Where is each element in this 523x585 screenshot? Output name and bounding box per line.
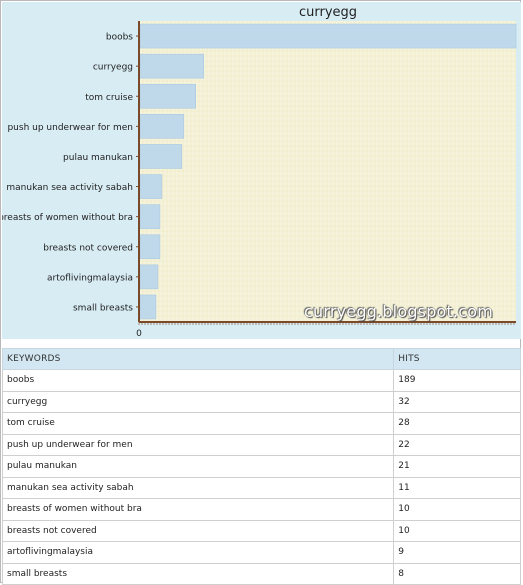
bar: [139, 144, 183, 169]
hits-cell: 22: [393, 433, 521, 456]
hits-cell: 11: [393, 476, 521, 499]
hits-cell: 189: [393, 369, 521, 392]
table-header-row: KEYWORDS HITS: [1, 348, 521, 370]
category-label: manukan sea activity sabah: [6, 183, 133, 193]
hits-cell: 21: [393, 455, 521, 478]
hits-cell: 28: [393, 412, 521, 435]
table-row: pulau manukan 21: [1, 455, 521, 478]
category-label: curryegg: [93, 63, 133, 73]
table-row: small breasts 8: [1, 562, 521, 585]
keyword-cell: breasts not covered: [1, 519, 395, 542]
hits-cell: 10: [393, 519, 521, 542]
keyword-cell: small breasts: [1, 562, 395, 585]
table-row: push up underwear for men 22: [1, 433, 521, 456]
hits-cell: 32: [393, 390, 521, 413]
chart-panel: curryegg boobs curryegg tom cruise push up …: [2, 2, 521, 339]
keyword-cell: breasts of women without bra: [1, 498, 395, 521]
keywords-table: KEYWORDS HITS boobs 189 curryegg 32 tom cr…: [1, 348, 521, 585]
bar: [139, 204, 161, 229]
category-label: tom cruise: [85, 93, 133, 103]
keyword-cell: curryegg: [1, 390, 395, 413]
table-row: artoflivingmalaysia 9: [1, 541, 521, 564]
keyword-cell: tom cruise: [1, 412, 395, 435]
header-keywords: KEYWORDS: [1, 348, 395, 370]
hits-cell: 10: [393, 498, 521, 521]
keyword-cell: manukan sea activity sabah: [1, 476, 395, 499]
watermark-text: curryegg.blogspot.com: [304, 302, 494, 321]
bar: [139, 53, 204, 79]
bar: [139, 234, 161, 260]
x-tick-label: 0: [136, 329, 142, 339]
bar: [139, 114, 185, 139]
bar: [139, 174, 163, 199]
category-label: breasts of women without bra: [2, 213, 133, 223]
chart-title: curryegg: [298, 5, 358, 20]
category-label: small breasts: [73, 303, 133, 313]
table-row: breasts not covered 10: [1, 519, 521, 542]
category-label: boobs: [106, 33, 133, 43]
header-hits: HITS: [393, 348, 521, 370]
bar: [139, 264, 159, 290]
bar: [139, 294, 157, 320]
keyword-cell: pulau manukan: [1, 455, 395, 478]
category-label: pulau manukan: [63, 153, 133, 163]
hits-cell: 8: [393, 562, 521, 585]
bar: [139, 23, 517, 49]
keyword-cell: boobs: [1, 369, 395, 392]
table-row: curryegg 32: [1, 390, 521, 413]
table-row: boobs 189: [1, 369, 521, 392]
keyword-cell: push up underwear for men: [1, 433, 395, 456]
hits-cell: 9: [393, 541, 521, 564]
category-label: push up underwear for men: [7, 123, 133, 133]
bar: [139, 83, 197, 109]
keyword-cell: artoflivingmalaysia: [1, 541, 395, 564]
table-row: tom cruise 28: [1, 412, 521, 435]
category-label: breasts not covered: [43, 243, 133, 253]
table-row: breasts of women without bra 10: [1, 498, 521, 521]
table-row: manukan sea activity sabah 11: [1, 476, 521, 499]
category-label: artoflivingmalaysia: [47, 273, 133, 283]
bar-chart: boobs curryegg tom cruise push up underwear…: [2, 21, 517, 339]
